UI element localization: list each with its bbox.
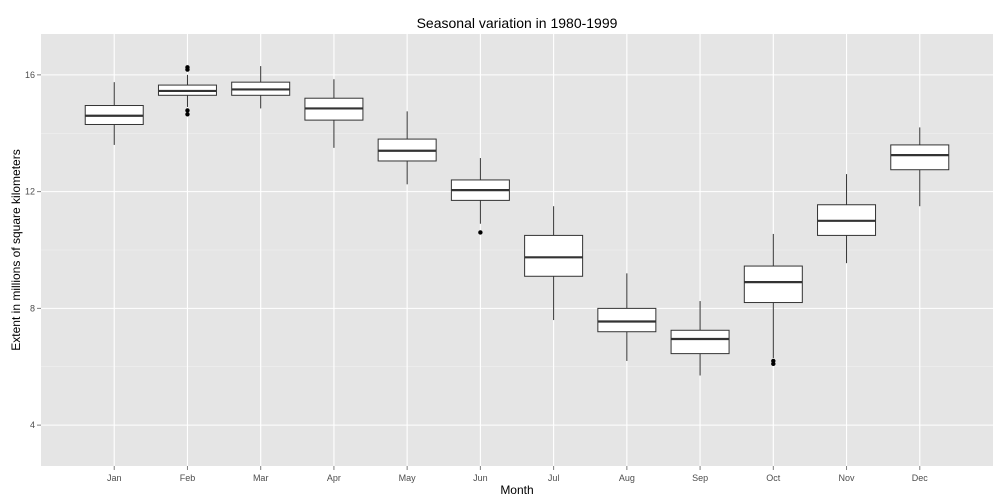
box-iqr	[524, 234, 584, 277]
outlier-point	[185, 65, 190, 70]
boxplot-may	[377, 111, 437, 185]
x-tick-label: Feb	[180, 473, 196, 483]
outlier-point	[185, 108, 190, 113]
y-tick-label: 12	[25, 187, 35, 197]
x-tick-label: Dec	[912, 473, 929, 483]
y-tick-label: 16	[25, 70, 35, 80]
x-tick-label: May	[399, 473, 417, 483]
boxplot-aug	[597, 273, 657, 361]
boxplot-sep	[670, 301, 730, 376]
x-tick-label: Mar	[253, 473, 269, 483]
boxplot-jan	[84, 82, 144, 145]
x-tick-label: Jun	[473, 473, 488, 483]
outlier-point	[185, 112, 190, 117]
y-axis-title: Extent in millions of square kilometers	[9, 149, 23, 350]
x-tick-label: Jul	[548, 473, 560, 483]
boxplot-jul	[524, 206, 584, 321]
boxplot-oct	[743, 233, 803, 367]
outlier-point	[478, 230, 483, 235]
x-tick-label: Apr	[327, 473, 341, 483]
y-axis: 4 8 12 16	[25, 70, 41, 430]
x-tick-label: Aug	[619, 473, 635, 483]
x-tick-label: Nov	[839, 473, 856, 483]
x-axis: Jan Feb Mar Apr May Jun Jul Aug Sep Oct Nov Dec	[107, 466, 928, 483]
x-axis-title: Month	[500, 483, 533, 497]
x-tick-label: Sep	[692, 473, 708, 483]
box-iqr	[890, 144, 950, 171]
box-iqr	[743, 265, 803, 304]
x-tick-label: Oct	[766, 473, 781, 483]
boxplots	[84, 65, 950, 376]
y-tick-label: 8	[30, 303, 35, 313]
chart-title: Seasonal variation in 1980-1999	[417, 15, 618, 31]
outlier-point	[771, 358, 776, 364]
boxplot-apr	[304, 79, 364, 148]
boxplot-feb	[157, 65, 217, 117]
boxplot-jun	[450, 158, 510, 235]
boxplot-mar	[231, 66, 291, 109]
boxplot-nov	[817, 174, 877, 264]
box-iqr	[670, 329, 730, 355]
x-tick-label: Jan	[107, 473, 122, 483]
y-tick-label: 4	[30, 420, 35, 430]
boxplot-dec	[890, 127, 950, 207]
box-iqr	[597, 307, 657, 333]
